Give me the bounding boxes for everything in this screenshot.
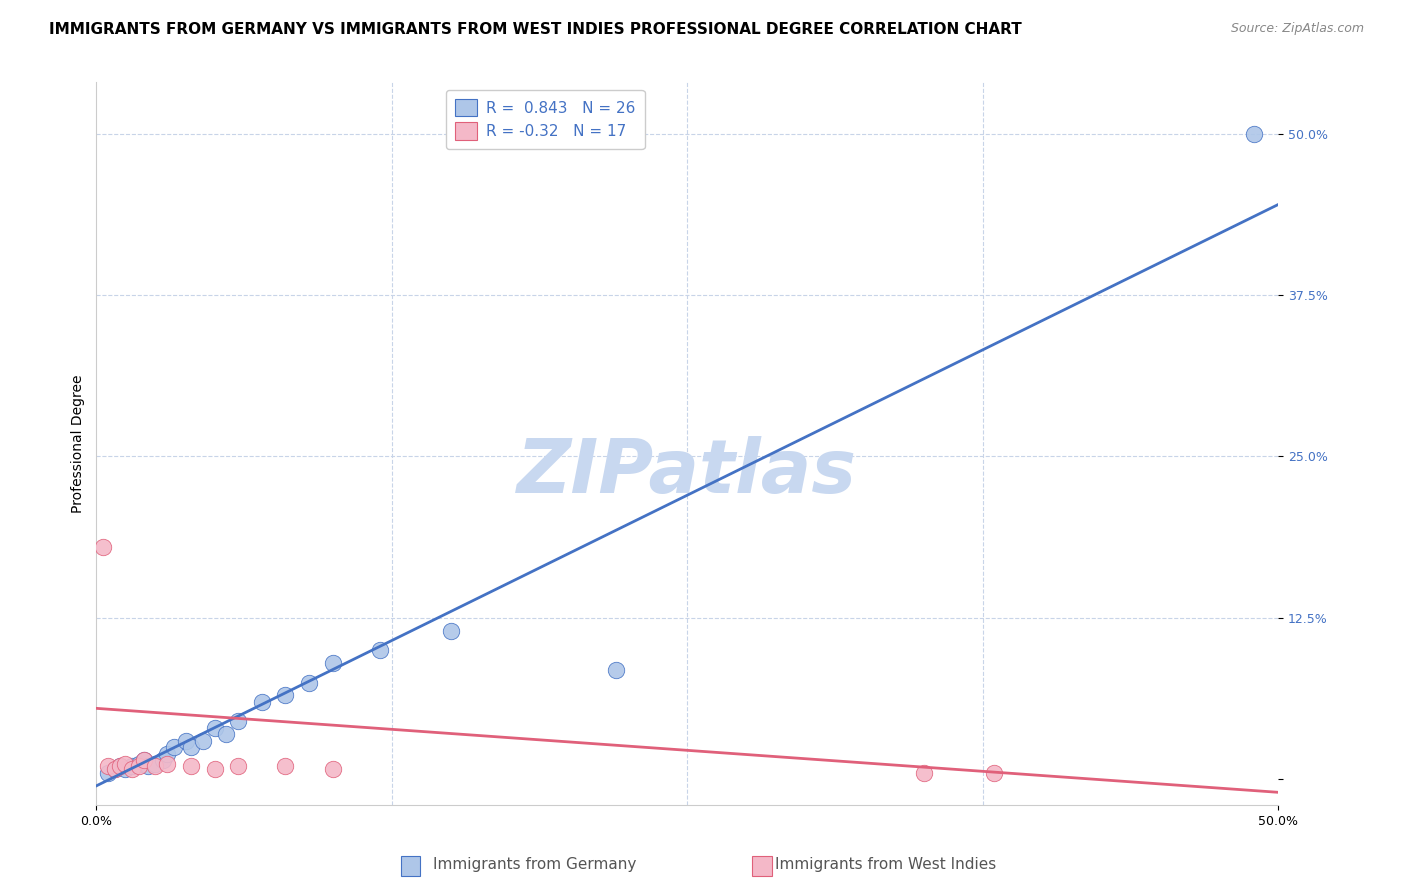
Point <box>322 762 344 776</box>
Point <box>298 675 321 690</box>
Point <box>605 663 627 677</box>
Point <box>128 756 150 771</box>
Point <box>226 759 249 773</box>
Point <box>204 762 226 776</box>
Point <box>156 756 179 771</box>
Point <box>163 740 186 755</box>
Point <box>108 759 131 773</box>
Point <box>156 747 179 761</box>
Point <box>114 756 136 771</box>
Text: Source: ZipAtlas.com: Source: ZipAtlas.com <box>1230 22 1364 36</box>
Point <box>114 762 136 776</box>
Point <box>145 756 167 771</box>
Point <box>180 759 202 773</box>
Point <box>152 753 174 767</box>
Point <box>145 759 167 773</box>
Point <box>215 727 238 741</box>
Point <box>274 689 297 703</box>
Point <box>368 643 391 657</box>
Point <box>191 733 214 747</box>
Point <box>104 762 127 776</box>
Point <box>180 740 202 755</box>
Point <box>1243 127 1265 141</box>
Point <box>912 766 935 780</box>
Point <box>128 759 150 773</box>
Point <box>121 759 143 773</box>
Point <box>138 759 160 773</box>
Point <box>204 721 226 735</box>
Point <box>983 766 1005 780</box>
Point <box>97 766 120 780</box>
Point <box>104 762 127 776</box>
Point <box>108 759 131 773</box>
Point <box>226 714 249 729</box>
Point <box>132 753 155 767</box>
Point <box>440 624 463 638</box>
Point <box>174 733 197 747</box>
Point <box>93 540 115 554</box>
Y-axis label: Professional Degree: Professional Degree <box>72 375 86 513</box>
Point <box>322 656 344 670</box>
Legend: R =  0.843   N = 26, R = -0.32   N = 17: R = 0.843 N = 26, R = -0.32 N = 17 <box>446 89 644 149</box>
Text: IMMIGRANTS FROM GERMANY VS IMMIGRANTS FROM WEST INDIES PROFESSIONAL DEGREE CORRE: IMMIGRANTS FROM GERMANY VS IMMIGRANTS FR… <box>49 22 1022 37</box>
Point <box>97 759 120 773</box>
Text: Immigrants from West Indies: Immigrants from West Indies <box>775 857 997 872</box>
Point <box>274 759 297 773</box>
Point <box>250 695 273 709</box>
Text: Immigrants from Germany: Immigrants from Germany <box>433 857 636 872</box>
Point <box>132 753 155 767</box>
Text: ZIPatlas: ZIPatlas <box>517 436 858 509</box>
Point <box>121 762 143 776</box>
